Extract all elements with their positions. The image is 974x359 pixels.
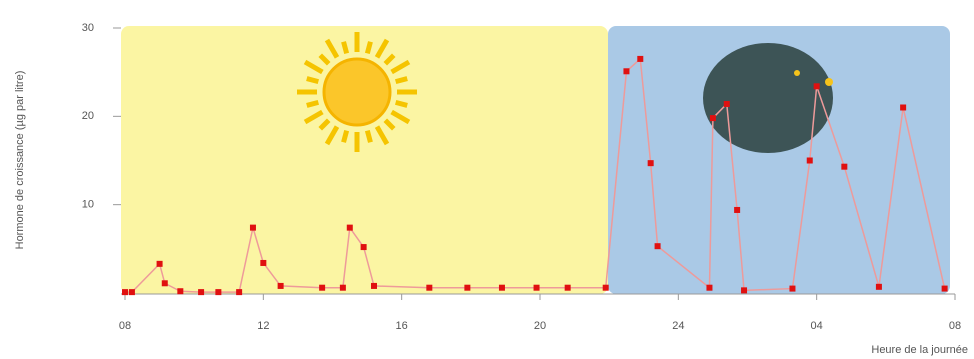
sun-ray [374, 125, 390, 146]
sun-ray [390, 59, 411, 75]
x-axis-label: Heure de la journée [871, 344, 968, 356]
data-point [122, 289, 128, 296]
sun-ray [364, 41, 373, 55]
y-axis-label: Hormone de croissance (µg par litre) [14, 71, 26, 250]
data-point [161, 280, 168, 287]
data-point [741, 287, 748, 294]
data-point [813, 83, 820, 90]
x-tick-label: 08 [119, 320, 131, 332]
data-point [426, 284, 433, 291]
sun-ray [306, 76, 320, 85]
data-point [319, 284, 326, 291]
data-point [346, 224, 353, 231]
data-point [734, 206, 741, 213]
x-tick-label: 04 [811, 320, 823, 332]
data-point [533, 284, 540, 291]
sun-ray [383, 118, 396, 131]
data-point [277, 282, 284, 289]
data-point [215, 289, 222, 296]
data-point [637, 55, 644, 62]
data-point [709, 115, 716, 122]
sun-ray [318, 53, 331, 66]
sun-ray [324, 38, 340, 59]
data-point [900, 104, 907, 111]
sun-icon [297, 32, 417, 152]
data-point [841, 163, 848, 170]
data-point [236, 289, 243, 296]
data-point [156, 260, 163, 267]
x-tick-label: 16 [396, 320, 408, 332]
sun-ray [306, 99, 320, 108]
data-point [177, 288, 184, 295]
data-point [128, 289, 135, 296]
data-point [623, 68, 630, 75]
data-point [806, 157, 813, 164]
data-point [260, 259, 267, 266]
data-point [360, 244, 367, 251]
data-point [706, 284, 713, 291]
data-point [789, 285, 796, 292]
y-tick-label: 10 [82, 199, 94, 211]
data-point [249, 224, 256, 231]
night-background [608, 26, 950, 294]
sun-ray [394, 99, 408, 108]
day-background [121, 26, 608, 294]
data-point [339, 284, 346, 291]
sun-ray [303, 109, 324, 125]
data-line [125, 57, 946, 293]
data-point [498, 284, 505, 291]
y-tick-label: 20 [82, 110, 94, 122]
x-tick-label: 20 [534, 320, 546, 332]
data-point [564, 284, 571, 291]
data-point [602, 284, 609, 291]
sun-ray [341, 41, 350, 55]
moon-icon [703, 43, 833, 153]
sun-ray [318, 118, 331, 131]
data-point [875, 283, 882, 290]
data-point [654, 243, 661, 250]
sun-ray [324, 125, 340, 146]
x-tick-label: 12 [257, 320, 269, 332]
y-tick-label: 30 [82, 22, 94, 34]
data-point [941, 285, 948, 292]
x-tick-label: 08 [949, 320, 961, 332]
data-point [198, 289, 205, 296]
data-point [647, 160, 654, 167]
sun-ray [364, 129, 373, 143]
sun-ray [394, 76, 408, 85]
sun-ray [341, 129, 350, 143]
sun-ray [390, 109, 411, 125]
sun-ray [383, 53, 396, 66]
sun-ray [374, 38, 390, 59]
data-point [723, 100, 730, 107]
data-point [371, 282, 377, 289]
sun-ray [303, 59, 324, 75]
x-tick-label: 24 [672, 320, 684, 332]
data-point [464, 284, 471, 291]
